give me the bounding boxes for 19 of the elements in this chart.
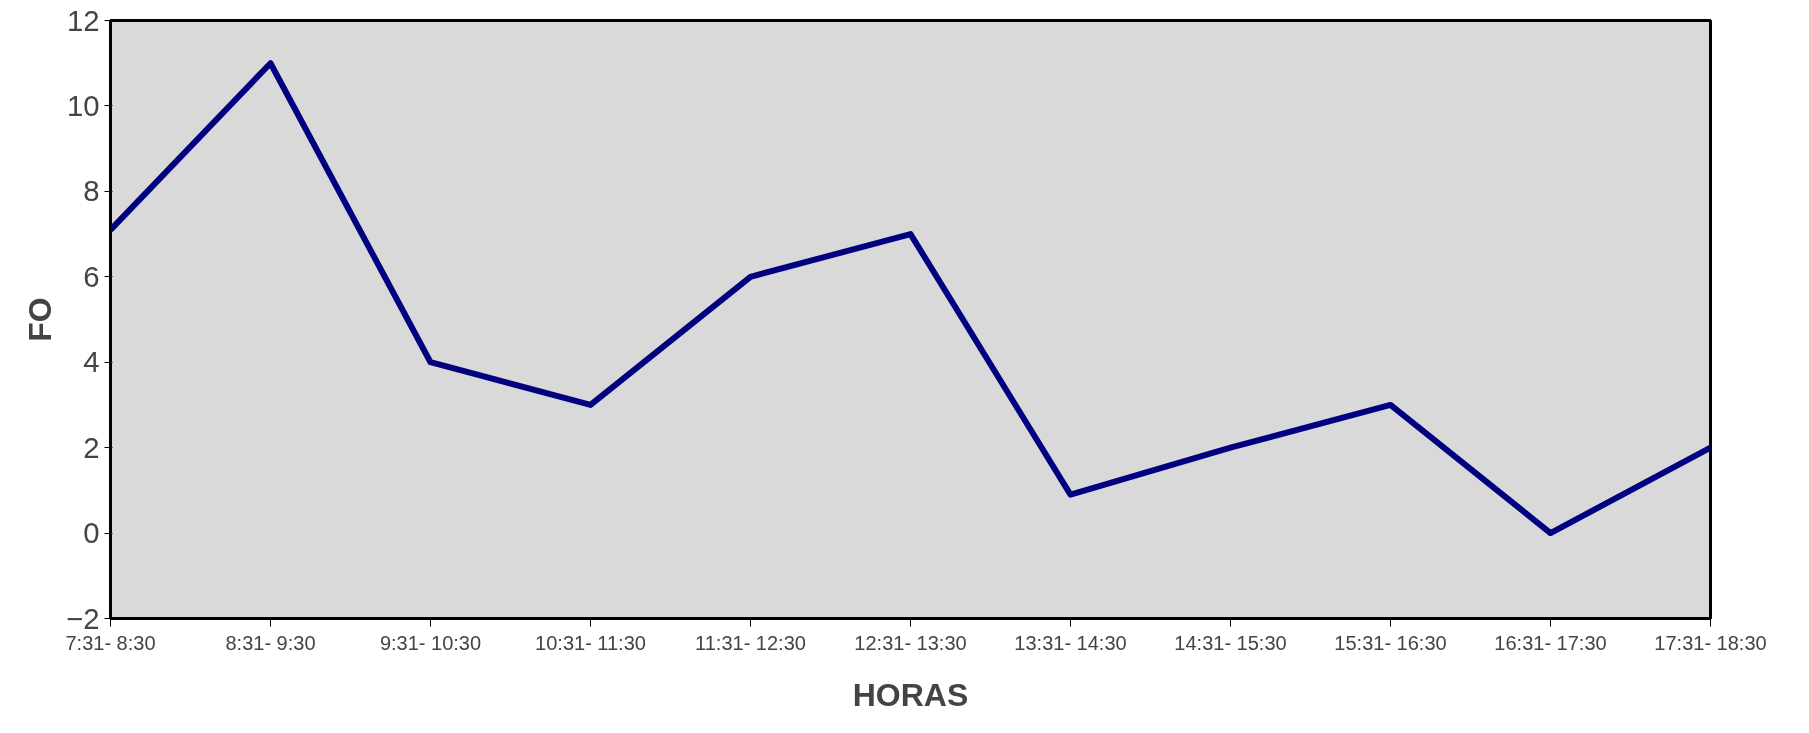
x-tick-label: 9:31- 10:30: [379, 631, 482, 654]
y-tick-label: 4: [83, 345, 100, 379]
y-tick-label: 2: [83, 430, 100, 464]
x-tick-label: 11:31- 12:30: [695, 631, 806, 654]
y-tick-label: 8: [83, 174, 100, 208]
y-tick-label: 6: [83, 259, 100, 293]
x-tick-label: 10:31- 11:30: [535, 631, 646, 654]
x-tick-label: 17:31- 18:30: [1654, 631, 1767, 654]
y-tick-label: 10: [66, 88, 100, 122]
y-tick-label: 12: [66, 3, 100, 37]
x-tick-label: 14:31- 15:30: [1174, 631, 1287, 654]
x-tick-label: 16:31- 17:30: [1494, 631, 1607, 654]
x-tick-label: 8:31- 9:30: [225, 631, 316, 654]
y-axis-title: FO: [22, 297, 59, 342]
x-tick-label: 12:31- 13:30: [854, 631, 967, 654]
x-axis-title: HORAS: [852, 676, 969, 713]
x-tick-label: 13:31- 14:30: [1014, 631, 1127, 654]
x-tick-label: 15:31- 16:30: [1334, 631, 1447, 654]
y-tick-label: 0: [83, 516, 100, 550]
